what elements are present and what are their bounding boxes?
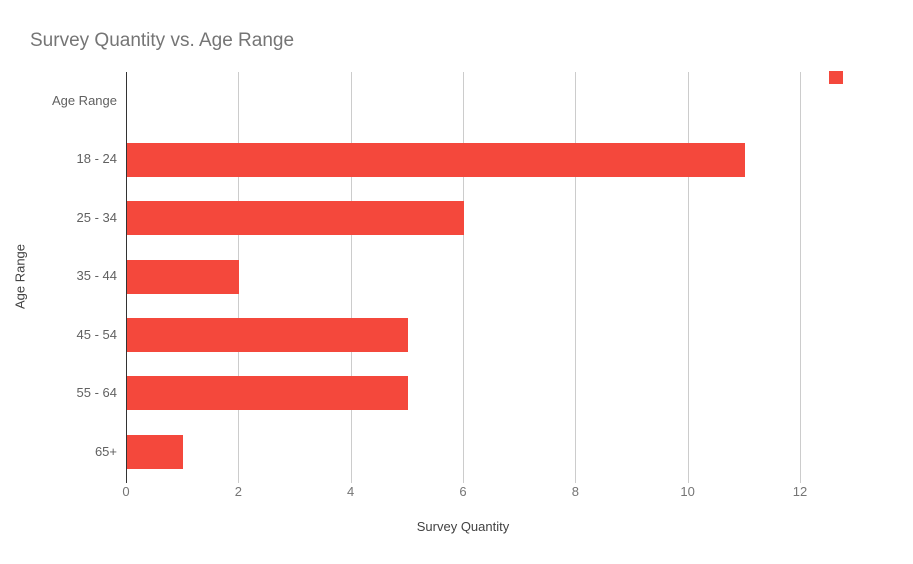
x-tick-label: 8 (571, 484, 579, 499)
x-tick-label: 12 (792, 484, 808, 499)
gridline (350, 72, 352, 483)
bar-25-34[interactable] (127, 201, 464, 236)
y-category-label: 35 - 44 (76, 268, 117, 284)
bar-65+[interactable] (127, 434, 184, 469)
legend-swatch-icon[interactable] (829, 71, 843, 84)
bar-18-24[interactable] (127, 142, 745, 177)
x-tick-label: 4 (347, 484, 355, 499)
y-axis-title: Age Range (12, 243, 28, 310)
y-category-label: 45 - 54 (76, 326, 117, 342)
bar-35-44[interactable] (127, 259, 240, 294)
bar-45-54[interactable] (127, 317, 408, 352)
x-tick-label: 10 (680, 484, 695, 499)
y-category-label: 55 - 64 (76, 385, 117, 401)
x-axis-title: Survey Quantity (416, 519, 510, 534)
x-tick-label: 2 (234, 484, 242, 499)
x-tick-label: 0 (122, 484, 130, 499)
y-category-label: 65+ (94, 443, 117, 459)
chart-title: Survey Quantity vs. Age Range (30, 30, 295, 51)
gridline (463, 72, 464, 483)
y-category-label: Age Range (51, 93, 117, 108)
gridline (687, 72, 689, 483)
plot-area: 0 2 4 6 8 10 12 Age Range 18 - 24 25 - 34 35 - 44 4… (52, 72, 807, 499)
y-category-label: 18 - 24 (76, 151, 117, 167)
x-tick-label: 6 (459, 484, 467, 499)
y-category-label: 25 - 34 (76, 209, 117, 225)
gridline (800, 72, 801, 483)
bar-55-64[interactable] (127, 376, 408, 411)
baseline-axis-line (126, 72, 127, 483)
gridline (575, 72, 577, 483)
